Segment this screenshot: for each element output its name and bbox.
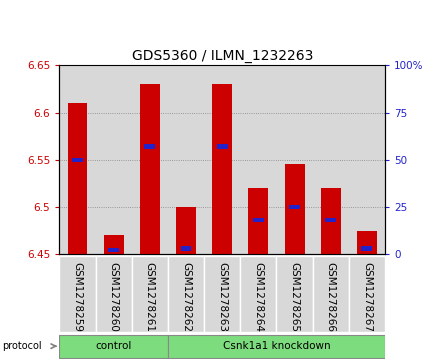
Bar	[140, 84, 160, 254]
Bar	[168, 256, 204, 332]
Text: GSM1278265: GSM1278265	[290, 262, 300, 332]
Bar	[180, 246, 191, 250]
Bar	[204, 256, 240, 332]
Bar	[253, 218, 264, 222]
Bar	[313, 65, 349, 254]
Bar	[276, 65, 313, 254]
Text: GSM1278264: GSM1278264	[253, 262, 264, 332]
Bar	[104, 235, 124, 254]
Bar	[240, 65, 276, 254]
Text: GSM1278266: GSM1278266	[326, 262, 336, 332]
Title: GDS5360 / ILMN_1232263: GDS5360 / ILMN_1232263	[132, 49, 313, 63]
Bar	[59, 256, 95, 332]
Bar	[285, 164, 304, 254]
Text: GSM1278261: GSM1278261	[145, 262, 155, 332]
Bar	[349, 65, 385, 254]
Bar	[176, 207, 196, 254]
Bar	[276, 256, 313, 332]
Bar	[132, 65, 168, 254]
Bar	[132, 256, 168, 332]
Bar	[313, 256, 349, 332]
Bar	[212, 84, 232, 254]
Bar	[95, 256, 132, 332]
Text: GSM1278262: GSM1278262	[181, 262, 191, 332]
Bar	[357, 231, 377, 254]
Bar	[144, 144, 155, 148]
Bar	[168, 65, 204, 254]
Bar	[108, 248, 119, 252]
Bar	[204, 65, 240, 254]
Bar	[249, 188, 268, 254]
Bar	[240, 256, 276, 332]
Text: GSM1278259: GSM1278259	[73, 262, 82, 332]
Bar	[349, 256, 385, 332]
Text: Csnk1a1 knockdown: Csnk1a1 knockdown	[223, 341, 330, 351]
Bar	[59, 335, 168, 358]
Bar	[59, 65, 95, 254]
Bar	[289, 205, 300, 209]
Text: GSM1278267: GSM1278267	[362, 262, 372, 332]
Bar	[168, 335, 385, 358]
Text: control: control	[95, 341, 132, 351]
Bar	[72, 158, 83, 162]
Text: protocol: protocol	[2, 341, 42, 351]
Bar	[95, 65, 132, 254]
Bar	[217, 144, 227, 148]
Bar	[325, 218, 336, 222]
Bar	[321, 188, 341, 254]
Text: GSM1278260: GSM1278260	[109, 262, 119, 332]
Bar	[68, 103, 88, 254]
Bar	[361, 246, 372, 250]
Text: GSM1278263: GSM1278263	[217, 262, 227, 332]
